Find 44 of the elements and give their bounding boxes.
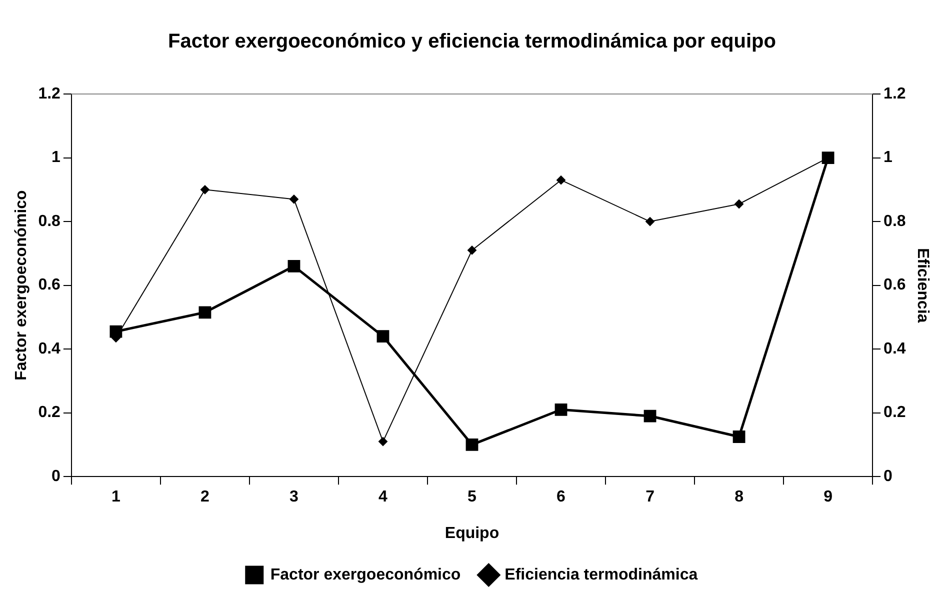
point (466, 438, 478, 451)
y2-tick-label: 0.8 (884, 212, 906, 230)
x-tick-label: 4 (378, 488, 388, 506)
y-tick-label: 1.2 (38, 85, 61, 102)
y-tick-label: 0.4 (38, 340, 61, 358)
point (376, 330, 390, 343)
y-tick-label: 0.8 (38, 212, 61, 230)
point (289, 194, 298, 204)
x-tick-label: 8 (734, 488, 744, 506)
point (288, 260, 300, 272)
y2-tick-label: 0.6 (884, 276, 906, 294)
point (200, 185, 210, 194)
y2-tick-label: 1 (884, 149, 893, 166)
y2-tick-label: 1.2 (884, 85, 906, 102)
point (646, 217, 655, 226)
x-tick-label: 2 (200, 488, 210, 506)
point (198, 306, 212, 319)
x-tick-label: 1 (111, 488, 120, 506)
point (556, 176, 566, 185)
x-tick-label: 5 (468, 488, 477, 506)
y-tick-label: 0.2 (38, 404, 61, 422)
legend-label: Factor exergoeconómico (270, 566, 461, 584)
point (554, 403, 568, 416)
x-tick-label: 7 (646, 488, 655, 506)
y-axis-title: Factor exergoeconómico (13, 190, 30, 380)
legend-label: Eficiencia termodinámica (504, 566, 698, 584)
point (468, 246, 476, 255)
x-tick-label: 6 (556, 488, 566, 506)
point (644, 410, 656, 422)
point (732, 430, 746, 443)
point (110, 325, 122, 338)
x-tick-label: 3 (290, 488, 299, 506)
y2-tick-label: 0 (884, 468, 893, 486)
y2-tick-label: 0.4 (884, 340, 906, 358)
x-axis-title: Equipo (444, 524, 500, 542)
point (734, 200, 744, 208)
y2-axis-title: Eficiencia (914, 248, 931, 323)
point (378, 437, 388, 446)
y-tick-label: 1 (52, 149, 61, 166)
x-tick-label: 9 (824, 488, 833, 506)
y2-tick-label: 0.2 (884, 404, 906, 422)
y-tick-label: 0 (52, 468, 61, 486)
chart-title: Factor exergoeconómico y eficiencia termodinámica por equipo (168, 30, 776, 53)
y-tick-label: 0.6 (38, 276, 61, 294)
